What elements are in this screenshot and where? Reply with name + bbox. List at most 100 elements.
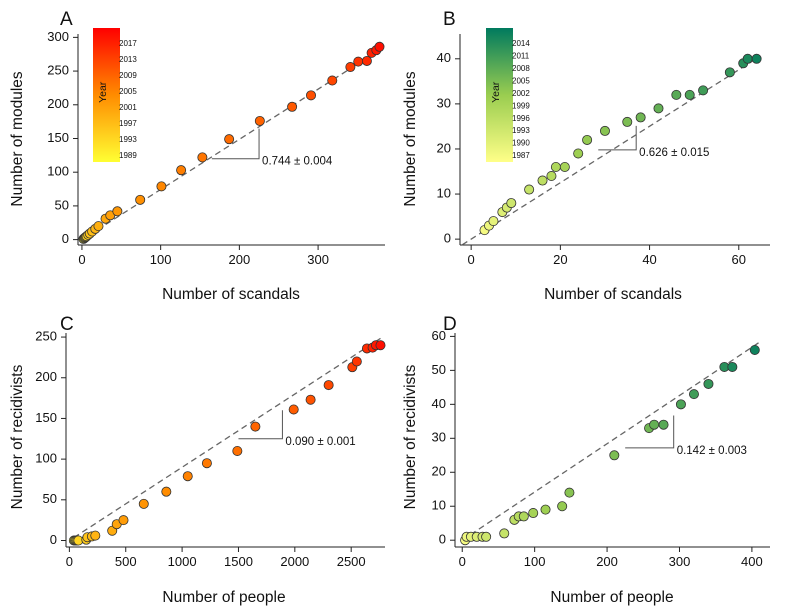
x-tick-label: 100 (524, 554, 546, 569)
data-point (751, 53, 762, 64)
y-tick-label: 50 (43, 491, 57, 506)
data-point (90, 530, 101, 541)
y-tick-label: 60 (432, 328, 446, 343)
data-point (135, 194, 146, 205)
data-point (635, 112, 646, 123)
data-point (537, 175, 548, 186)
data-point (112, 206, 123, 217)
y-tick-label: 100 (47, 164, 69, 179)
panel-C: C 0 500 1000 1500 2000 2500 0 50 100 150 200 250 Numb… (9, 314, 386, 606)
data-point (138, 498, 149, 509)
x-axis-label: Number of scandals (544, 286, 682, 303)
data-point (557, 501, 568, 512)
x-tick-label: 200 (229, 252, 251, 267)
panel-letter: A (60, 9, 73, 30)
colorbar-year-label: 1990 (512, 139, 530, 148)
data-point (749, 344, 760, 355)
data-point (703, 378, 714, 389)
y-tick-label: 20 (432, 464, 446, 479)
data-point (582, 134, 593, 145)
data-point (182, 471, 193, 482)
data-point (250, 421, 261, 432)
panel-D: D 0 100 200 300 400 0 10 20 30 40 50 60 Number of peo… (402, 314, 770, 606)
slope-marker (625, 415, 675, 449)
x-axis-label: Number of scandals (162, 286, 300, 303)
colorbar-title: Year (490, 81, 502, 103)
data-point (550, 162, 561, 173)
data-point (323, 380, 334, 391)
x-tick-label: 0 (459, 554, 466, 569)
x-tick-label: 2500 (337, 554, 366, 569)
data-point (528, 508, 539, 519)
colorbar-year-label: 2002 (512, 89, 530, 98)
data-point (564, 487, 575, 498)
data-point (675, 399, 686, 410)
y-tick-label: 20 (437, 140, 451, 155)
panel-letter: B (443, 9, 456, 30)
data-point (671, 89, 682, 100)
colorbar-year-label: 1993 (512, 126, 530, 135)
data-point (698, 85, 709, 96)
data-point (742, 53, 753, 64)
slope-label: 0.744 ± 0.004 (262, 156, 333, 168)
colorbar-year-label: 2005 (512, 76, 530, 85)
slope-label: 0.090 ± 0.001 (285, 436, 355, 448)
y-axis-label: Number of recidivists (402, 364, 419, 509)
data-point (197, 152, 208, 163)
slope-marker (211, 128, 260, 160)
colorbar-year-label: 2011 (512, 52, 530, 61)
x-tick-label: 1000 (168, 554, 197, 569)
data-point (201, 458, 212, 469)
data-point (518, 511, 529, 522)
x-tick-label: 0 (468, 252, 475, 267)
y-tick-label: 30 (437, 95, 451, 110)
y-tick-label: 250 (35, 329, 57, 344)
colorbar-year-label: 2005 (119, 87, 137, 96)
data-point (649, 419, 660, 430)
y-tick-label: 300 (47, 29, 69, 44)
data-point (374, 41, 385, 52)
y-tick-label: 30 (432, 430, 446, 445)
y-tick-label: 40 (437, 50, 451, 65)
data-point (573, 148, 584, 159)
x-tick-label: 40 (642, 252, 656, 267)
y-tick-label: 0 (50, 532, 57, 547)
y-axis-label: Number of recidivists (9, 364, 26, 509)
data-point (599, 125, 610, 136)
colorbar-year-label: 2014 (512, 39, 530, 48)
panel-letter: D (443, 314, 457, 335)
data-point (524, 184, 535, 195)
data-point (254, 115, 265, 126)
y-tick-label: 0 (439, 532, 446, 547)
data-point (727, 361, 738, 372)
colorbar-year-label: 1993 (119, 135, 137, 144)
y-tick-label: 250 (47, 63, 69, 78)
fit-line (73, 337, 381, 539)
x-tick-label: 2000 (280, 554, 309, 569)
colorbar-year-label: 2009 (119, 71, 137, 80)
slope-label: 0.142 ± 0.003 (677, 445, 747, 457)
x-axis-label: Number of people (162, 589, 285, 606)
x-tick-label: 0 (66, 554, 73, 569)
x-tick-label: 500 (115, 554, 137, 569)
data-point (506, 198, 517, 209)
data-point (176, 165, 187, 176)
data-point (653, 103, 664, 114)
data-point (481, 531, 492, 542)
colorbar-year-label: 1997 (119, 119, 137, 128)
data-point (156, 181, 167, 192)
x-tick-label: 100 (150, 252, 172, 267)
colorbar-year-label: 1996 (512, 114, 530, 123)
y-tick-label: 10 (432, 498, 446, 513)
data-point (232, 445, 243, 456)
colorbar-title: Year (97, 81, 109, 103)
x-tick-label: 300 (307, 252, 329, 267)
data-point (488, 216, 499, 227)
slope-marker (598, 125, 637, 151)
data-point (288, 404, 299, 415)
data-point (559, 162, 570, 173)
data-point (351, 356, 362, 367)
x-tick-label: 60 (732, 252, 746, 267)
y-tick-label: 200 (35, 369, 57, 384)
data-point (688, 389, 699, 400)
